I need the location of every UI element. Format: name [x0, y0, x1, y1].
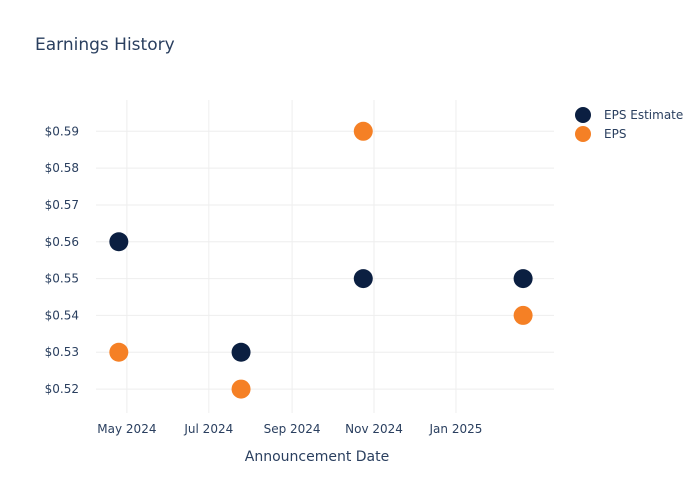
y-tick-label: $0.56 — [45, 235, 79, 249]
eps-estimate-point — [109, 232, 129, 252]
eps-point — [353, 121, 373, 141]
x-tick-label: Sep 2024 — [264, 422, 321, 436]
y-tick-label: $0.57 — [45, 198, 79, 212]
y-tick-label: $0.58 — [45, 161, 79, 175]
eps-point — [231, 379, 251, 399]
x-tick-label: Jul 2024 — [183, 422, 233, 436]
y-tick-label: $0.54 — [45, 308, 79, 322]
y-tick-label: $0.59 — [45, 124, 79, 138]
y-tick-label: $0.53 — [45, 345, 79, 359]
eps-estimate-point — [513, 269, 533, 289]
eps-estimate-point — [353, 269, 373, 289]
y-tick-label: $0.52 — [45, 382, 79, 396]
x-tick-label: Nov 2024 — [345, 422, 403, 436]
grid — [96, 100, 554, 413]
x-tick-label: Jan 2025 — [429, 422, 483, 436]
x-axis-title: Announcement Date — [245, 449, 389, 465]
x-tick-label: May 2024 — [97, 422, 156, 436]
eps-estimate-point — [231, 342, 251, 362]
y-axis-ticks: $0.52 $0.53 $0.54 $0.55 $0.56 $0.57 $0.58 $0.59 — [45, 124, 79, 396]
legend: EPS Estimate EPS — [575, 107, 683, 142]
legend-marker-eps-estimate — [575, 107, 591, 123]
legend-marker-eps — [575, 126, 591, 142]
eps-point — [513, 305, 533, 325]
x-axis-ticks: May 2024 Jul 2024 Sep 2024 Nov 2024 Jan 2025 — [97, 422, 482, 436]
eps-point — [109, 342, 129, 362]
legend-label-eps-estimate: EPS Estimate — [604, 108, 683, 122]
data-points — [109, 121, 533, 399]
legend-label-eps: EPS — [604, 127, 626, 141]
chart-title: Earnings History — [35, 35, 175, 55]
y-tick-label: $0.55 — [45, 272, 79, 286]
